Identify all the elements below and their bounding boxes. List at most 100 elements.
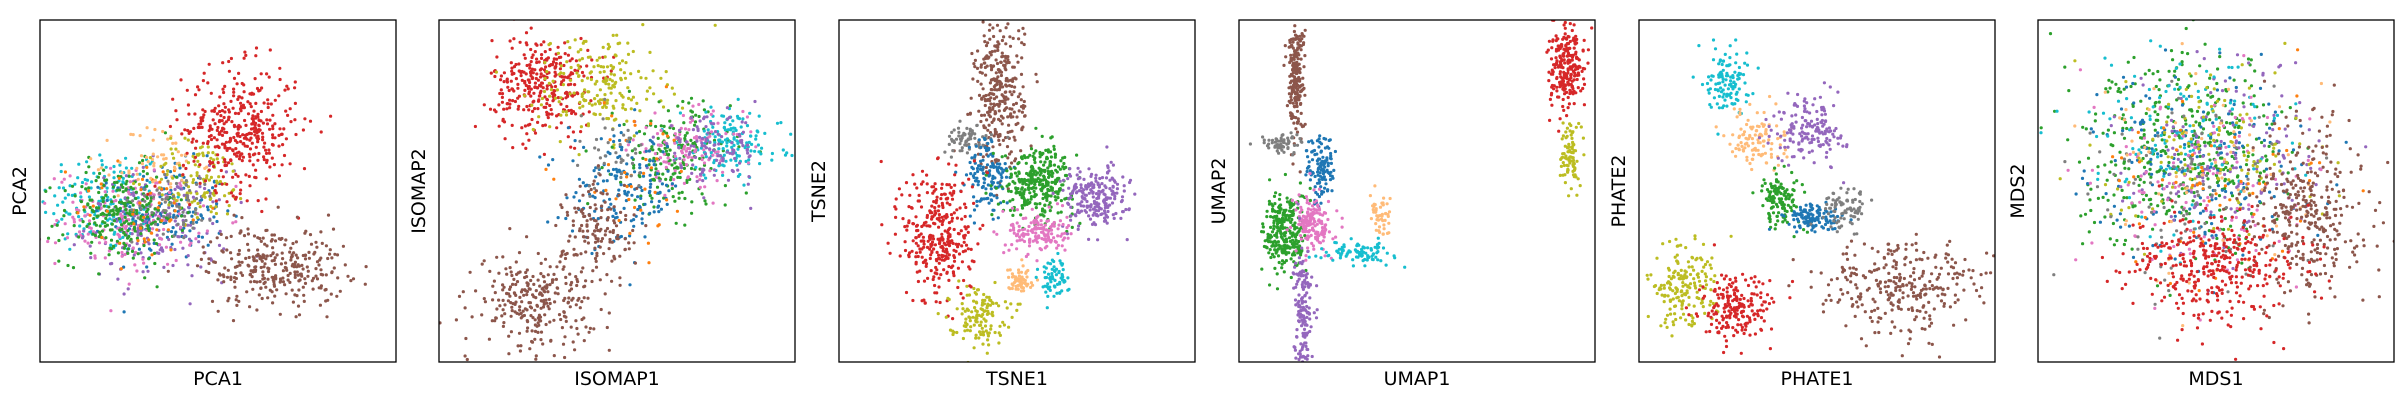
scatter-point xyxy=(1017,109,1021,113)
scatter-point xyxy=(1125,238,1129,242)
scatter-point xyxy=(975,16,978,19)
scatter-point xyxy=(542,280,547,284)
scatter-point xyxy=(237,252,241,256)
scatter-point xyxy=(248,138,252,142)
scatter-point xyxy=(972,62,976,66)
scatter-point xyxy=(657,199,661,203)
scatter-point xyxy=(301,128,305,132)
scatter-point xyxy=(1009,167,1013,171)
scatter-point xyxy=(84,170,88,175)
scatter-point xyxy=(194,237,198,241)
scatter-point xyxy=(295,270,299,274)
scatter-point xyxy=(702,115,707,119)
scatter-point xyxy=(135,269,139,273)
scatter-point xyxy=(605,179,609,183)
scatter-point xyxy=(541,305,546,309)
scatter-point xyxy=(973,136,977,140)
scatter-point xyxy=(552,272,556,276)
scatter-point xyxy=(626,128,630,132)
scatter-point xyxy=(218,229,222,233)
scatter-point xyxy=(291,241,295,246)
scatter-point xyxy=(951,149,955,153)
scatter-point xyxy=(124,156,128,160)
scatter-point xyxy=(1113,197,1117,201)
scatter-point xyxy=(277,237,281,241)
scatter-point xyxy=(1078,170,1082,174)
scatter-point xyxy=(1006,58,1010,62)
scatter-point xyxy=(602,70,606,74)
scatter-point xyxy=(503,312,507,316)
scatter-point xyxy=(1007,123,1011,127)
scatter-point xyxy=(725,106,730,110)
scatter-point xyxy=(952,274,956,278)
scatter-point xyxy=(587,190,591,194)
scatter-point xyxy=(519,74,523,78)
scatter-point xyxy=(222,102,226,106)
scatter-point xyxy=(664,160,668,164)
scatter-point xyxy=(531,109,535,113)
scatter-point xyxy=(555,88,560,92)
scatter-point xyxy=(608,138,612,142)
scatter-point xyxy=(267,151,271,155)
scatter-point xyxy=(147,229,151,233)
scatter-point xyxy=(81,220,85,224)
scatter-point xyxy=(937,225,941,229)
scatter-point xyxy=(282,127,286,131)
scatter-point xyxy=(662,124,666,128)
scatter-point xyxy=(59,169,63,174)
scatter-point xyxy=(508,285,513,289)
scatter-point xyxy=(174,109,178,113)
scatter-point xyxy=(338,289,342,293)
scatter-point xyxy=(953,183,957,187)
scatter-point xyxy=(1012,231,1016,235)
scatter-point xyxy=(138,201,142,205)
scatter-point xyxy=(759,152,763,156)
scatter-point xyxy=(1004,95,1008,99)
scatter-point xyxy=(628,283,632,287)
scatter-point xyxy=(152,238,156,242)
scatter-point xyxy=(131,191,135,195)
scatter-point xyxy=(199,265,203,269)
scatter-point xyxy=(972,208,977,212)
scatter-point xyxy=(688,120,693,124)
scatter-point xyxy=(996,202,1001,206)
scatter-point xyxy=(219,168,223,173)
scatter-point xyxy=(1028,200,1032,204)
scatter-point xyxy=(147,201,151,206)
scatter-point xyxy=(733,126,737,130)
scatter-point xyxy=(672,158,676,162)
scatter-point xyxy=(995,196,999,200)
scatter-point xyxy=(248,155,252,159)
scatter-point xyxy=(648,189,652,193)
scatter-point xyxy=(115,207,119,211)
scatter-point xyxy=(259,109,263,114)
scatter-point xyxy=(193,112,197,116)
scatter-point xyxy=(121,190,125,194)
scatter-point xyxy=(536,251,540,256)
scatter-point xyxy=(509,79,513,83)
scatter-point xyxy=(1003,101,1007,105)
scatter-point xyxy=(711,153,715,157)
scatter-point xyxy=(141,174,146,178)
scatter-point xyxy=(1133,192,1137,196)
scatter-point xyxy=(498,304,502,308)
scatter-point xyxy=(308,119,313,123)
scatter-point xyxy=(86,203,90,207)
scatter-point xyxy=(109,238,114,242)
scatter-point xyxy=(1097,205,1101,209)
scatter-point xyxy=(576,298,580,302)
scatter-point xyxy=(254,265,258,269)
scatter-point xyxy=(548,103,552,108)
scatter-point xyxy=(524,72,528,76)
scatter-point xyxy=(730,145,734,149)
scatter-point xyxy=(607,45,612,49)
scatter-point xyxy=(239,140,243,144)
scatter-point xyxy=(188,229,192,233)
scatter-point xyxy=(693,150,697,154)
scatter-point xyxy=(725,144,729,148)
scatter-point xyxy=(1075,153,1079,157)
scatter-point xyxy=(240,96,244,100)
scatter-point xyxy=(491,298,495,302)
scatter-point xyxy=(726,178,731,182)
scatter-point xyxy=(166,137,170,141)
